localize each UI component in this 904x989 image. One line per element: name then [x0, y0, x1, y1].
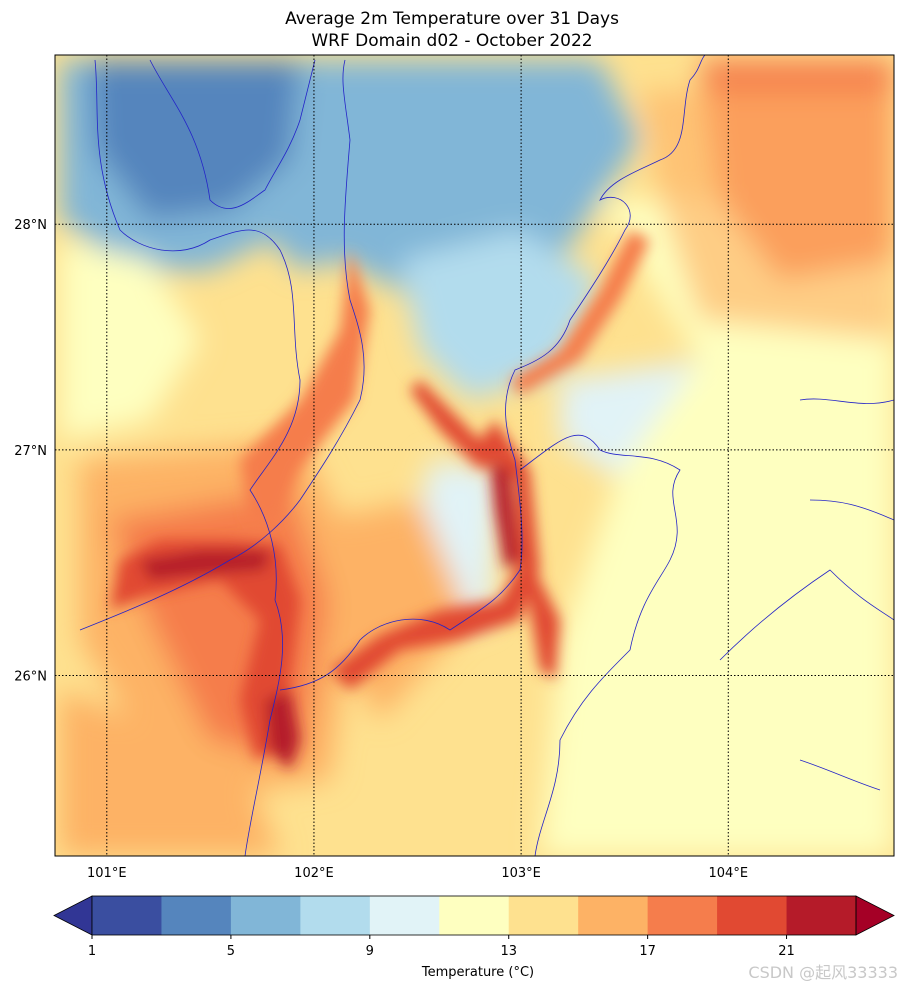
river-southeast — [799, 759, 881, 791]
y-tick-label: 26°N — [14, 669, 47, 684]
colorbar-tick-label: 21 — [778, 944, 795, 959]
colorbar-tick-label: 17 — [639, 944, 656, 959]
colorbar-bin — [369, 896, 440, 935]
field-hot-valley-east — [330, 420, 540, 690]
river-east — [719, 569, 894, 661]
x-tick-label: 103°E — [501, 866, 541, 881]
x-tick-label: 102°E — [294, 866, 334, 881]
watermark: CSDN @起风33333 — [748, 963, 898, 982]
colorbar-bin — [439, 896, 510, 935]
colorbar-bin — [578, 896, 649, 935]
river-jinsha — [279, 55, 706, 691]
field-warm-south — [60, 690, 280, 856]
colorbar-bin — [230, 896, 301, 935]
y-axis: 28°N 27°N 26°N — [14, 218, 47, 684]
rivers — [79, 55, 894, 856]
field-warm-valley-ne — [410, 380, 500, 470]
colorbar-bin — [647, 896, 718, 935]
y-tick-label: 28°N — [14, 218, 47, 233]
river-central — [79, 59, 365, 631]
field-warm-stream — [530, 560, 560, 680]
river-east-2 — [799, 398, 894, 404]
colorbar-bin — [161, 896, 232, 935]
field-cool-nc — [380, 60, 560, 190]
river-north — [149, 59, 316, 209]
y-tick-label: 27°N — [14, 444, 47, 459]
field-hot-core-west — [140, 550, 270, 580]
field-east-plain — [540, 200, 894, 856]
colorbar-bin — [786, 896, 857, 935]
field-hot-valley-west — [110, 540, 300, 760]
field-cold-ridge-nw — [90, 60, 300, 220]
river-east-3 — [809, 499, 894, 521]
colorbar-bin — [300, 896, 371, 935]
colorbar-label: Temperature (°C) — [421, 965, 534, 980]
field-warm-valley-river — [510, 230, 650, 395]
gridlines — [55, 55, 894, 856]
colorbar-bin — [717, 896, 788, 935]
x-axis: 101°E 102°E 103°E 104°E — [87, 866, 748, 881]
field-warm-valley-north — [240, 250, 370, 520]
chart-subtitle: WRF Domain d02 - October 2022 — [311, 31, 593, 51]
temperature-field — [55, 55, 894, 856]
colorbar-bin — [92, 896, 162, 935]
x-tick-label: 104°E — [709, 866, 749, 881]
field-west-plateau — [60, 240, 200, 440]
x-tick-label: 101°E — [87, 866, 127, 881]
colorbar-extend-high — [855, 895, 895, 936]
colorbar-tick-label: 5 — [227, 944, 235, 959]
colorbar: 1 5 9 13 17 21 — [53, 895, 895, 959]
river-west — [94, 59, 301, 856]
field-hot-core-south — [265, 690, 300, 770]
chart-title: Average 2m Temperature over 31 Days — [285, 9, 619, 29]
field-hot-core-east — [490, 460, 520, 570]
colorbar-tick-label: 13 — [500, 944, 517, 959]
field-warm-ne-halo — [640, 90, 894, 340]
colorbar-extend-low — [53, 895, 93, 936]
colorbar-tick-label: 9 — [366, 944, 374, 959]
colorbar-bin — [508, 896, 579, 935]
colorbar-tick-label: 1 — [88, 944, 96, 959]
plot-frame — [54, 54, 895, 857]
river-south — [519, 434, 681, 856]
colorbar-frame — [91, 895, 857, 936]
